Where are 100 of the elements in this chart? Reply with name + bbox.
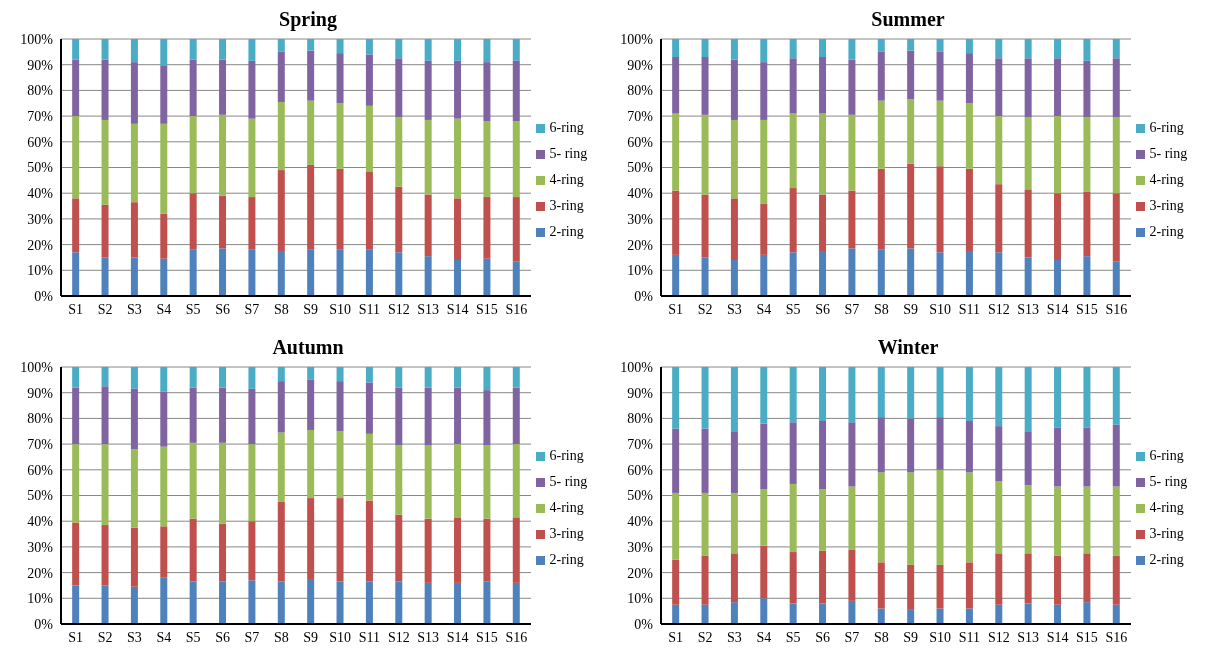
- x-tick-label: S8: [273, 301, 289, 317]
- bar: [189, 367, 197, 388]
- x-tick-label: S13: [1016, 629, 1039, 645]
- y-tick-label: 40%: [626, 186, 653, 202]
- bar: [759, 598, 767, 624]
- bar: [789, 252, 797, 296]
- bar: [306, 50, 314, 101]
- bar: [818, 113, 826, 195]
- bar: [671, 559, 679, 605]
- bar: [701, 492, 709, 556]
- bar: [277, 170, 285, 252]
- bar: [424, 445, 432, 519]
- bar: [218, 248, 226, 296]
- bar: [877, 562, 885, 609]
- x-tick-label: S12: [387, 301, 410, 317]
- x-tick-label: S1: [67, 301, 83, 317]
- bar: [1112, 117, 1120, 194]
- bar: [71, 39, 79, 60]
- bar: [759, 423, 767, 490]
- y-tick-label: 90%: [26, 385, 53, 401]
- bar: [847, 59, 855, 115]
- bar: [482, 121, 490, 198]
- bar: [71, 522, 79, 586]
- y-tick-label: 90%: [626, 57, 653, 73]
- legend-label: 2-ring: [1149, 552, 1184, 568]
- y-tick-label: 40%: [26, 186, 53, 202]
- bar: [994, 604, 1002, 624]
- bar: [789, 552, 797, 604]
- x-tick-label: S6: [814, 629, 830, 645]
- bar: [965, 562, 973, 609]
- legend-label: 3-ring: [1149, 526, 1184, 542]
- bar: [394, 186, 402, 253]
- bar: [71, 116, 79, 199]
- bar: [877, 417, 885, 473]
- chart-title: Autumn: [272, 336, 344, 360]
- bar: [306, 379, 314, 430]
- x-tick-label: S12: [987, 629, 1010, 645]
- bar: [101, 39, 109, 60]
- bar: [306, 100, 314, 165]
- y-tick-label: 50%: [626, 160, 653, 176]
- x-tick-label: S4: [755, 301, 771, 317]
- bar: [994, 184, 1002, 253]
- bar: [218, 442, 226, 524]
- bar: [453, 517, 461, 583]
- bar: [671, 492, 679, 560]
- x-tick-label: S15: [1075, 629, 1098, 645]
- bar: [701, 367, 709, 429]
- bar: [218, 523, 226, 582]
- bar: [512, 39, 520, 61]
- bar: [482, 258, 490, 296]
- bar: [130, 527, 138, 587]
- x-tick-label: S3: [126, 301, 142, 317]
- y-tick-label: 100%: [619, 31, 653, 47]
- x-tick-label: S1: [667, 301, 683, 317]
- bar: [130, 202, 138, 258]
- bar: [424, 387, 432, 446]
- bar: [759, 62, 767, 120]
- bar: [306, 367, 314, 380]
- x-tick-label: S7: [844, 629, 859, 645]
- bar: [424, 518, 432, 583]
- x-tick-label: S10: [328, 629, 351, 645]
- bar: [159, 123, 167, 214]
- bar: [1112, 367, 1120, 425]
- bar: [71, 444, 79, 523]
- bar: [218, 581, 226, 624]
- bar: [1082, 256, 1090, 296]
- bar: [306, 579, 314, 624]
- bar: [482, 367, 490, 391]
- legend-label: 6-ring: [1149, 120, 1184, 136]
- bar: [453, 198, 461, 261]
- y-tick-label: 20%: [26, 237, 53, 253]
- bar: [336, 53, 344, 104]
- bar: [906, 472, 914, 565]
- bar: [818, 420, 826, 490]
- y-tick-label: 80%: [626, 411, 653, 427]
- bar: [965, 367, 973, 421]
- legend-label: 5- ring: [1149, 146, 1188, 162]
- bar: [189, 193, 197, 250]
- y-tick-label: 10%: [626, 591, 653, 607]
- bar: [1112, 193, 1120, 262]
- bar: [453, 444, 461, 518]
- bar: [906, 418, 914, 473]
- bar: [130, 586, 138, 624]
- bar: [453, 582, 461, 624]
- bar: [512, 197, 520, 262]
- y-tick-label: 60%: [26, 134, 53, 150]
- bar: [71, 585, 79, 624]
- x-tick-label: S7: [244, 629, 259, 645]
- bar: [159, 577, 167, 624]
- bar: [365, 54, 373, 106]
- bar: [453, 39, 461, 61]
- bar: [336, 249, 344, 296]
- bar: [1053, 193, 1061, 261]
- bar: [247, 367, 255, 389]
- bar: [730, 59, 738, 120]
- bar: [759, 203, 767, 255]
- bar: [701, 428, 709, 493]
- bar: [701, 257, 709, 296]
- bar: [512, 60, 520, 122]
- bar: [936, 51, 944, 101]
